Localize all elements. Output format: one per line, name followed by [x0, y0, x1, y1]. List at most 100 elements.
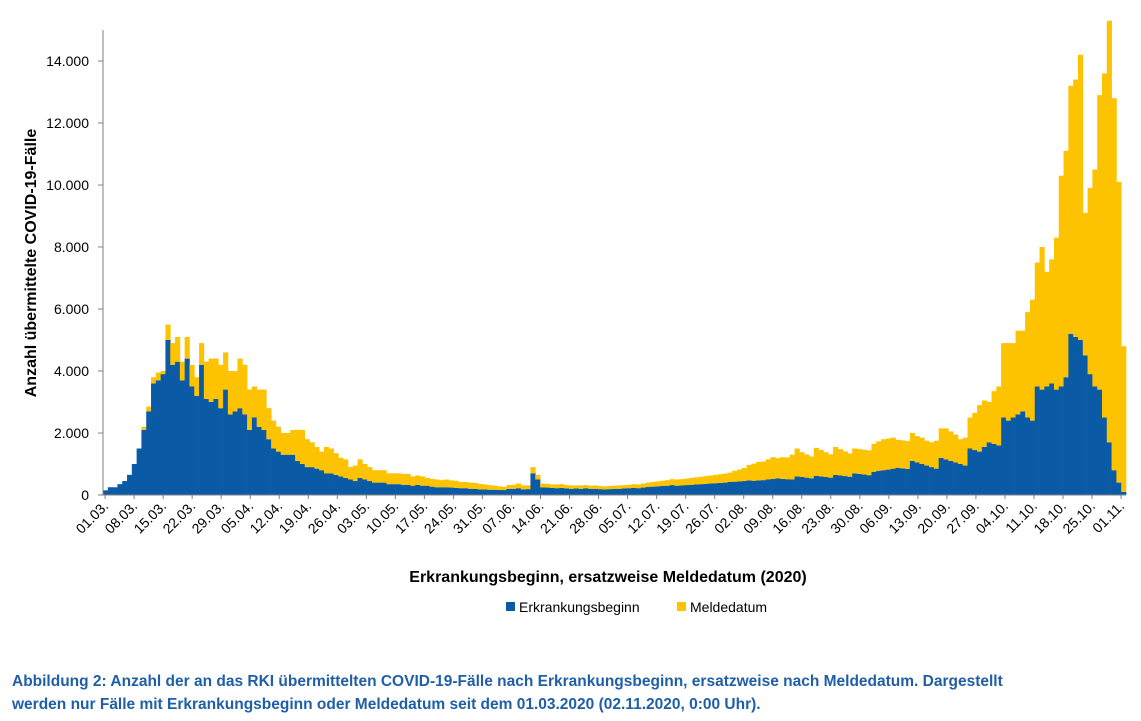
bar-erkrankungsbeginn	[760, 480, 767, 495]
bar-erkrankungsbeginn	[203, 398, 210, 495]
bar-meldedatum	[1092, 169, 1098, 387]
bar-erkrankungsbeginn	[679, 485, 685, 495]
bar-meldedatum	[645, 482, 651, 487]
bar-meldedatum	[1082, 212, 1088, 356]
bar-meldedatum	[919, 437, 925, 464]
bar-erkrankungsbeginn	[861, 474, 867, 495]
bar-erkrankungsbeginn	[1029, 420, 1036, 495]
bar-erkrankungsbeginn	[847, 476, 853, 495]
bar-erkrankungsbeginn	[924, 465, 930, 495]
bar-meldedatum	[352, 465, 358, 482]
x-tick-label: 18.10.	[1030, 498, 1069, 537]
legend-swatch-erkrankungsbeginn	[506, 602, 515, 611]
bar-erkrankungsbeginn	[736, 481, 743, 495]
bar-erkrankungsbeginn	[367, 481, 373, 495]
bar-meldedatum	[890, 437, 896, 469]
bar-meldedatum	[540, 483, 546, 488]
bar-erkrankungsbeginn	[943, 459, 949, 495]
bar-erkrankungsbeginn	[813, 475, 819, 495]
bar-meldedatum	[525, 485, 531, 490]
bar-erkrankungsbeginn	[290, 454, 296, 495]
bar-erkrankungsbeginn	[434, 487, 440, 495]
bar-meldedatum	[688, 477, 695, 485]
bar-meldedatum	[511, 484, 517, 489]
bar-erkrankungsbeginn	[837, 475, 843, 495]
bar-erkrankungsbeginn	[1097, 389, 1103, 495]
bar-meldedatum	[256, 389, 262, 427]
bar-meldedatum	[381, 470, 387, 483]
y-tick-label: 2.000	[54, 425, 89, 441]
bar-erkrankungsbeginn	[117, 484, 123, 495]
bar-erkrankungsbeginn	[717, 482, 723, 495]
bar-erkrankungsbeginn	[602, 489, 608, 495]
bar-meldedatum	[1001, 343, 1007, 418]
bar-erkrankungsbeginn	[688, 484, 695, 495]
bar-meldedatum	[520, 485, 526, 490]
bar-meldedatum	[1005, 343, 1012, 421]
bar-meldedatum	[929, 442, 935, 468]
x-tick-label: 08.03.	[101, 498, 140, 537]
bar-erkrankungsbeginn	[809, 478, 815, 495]
bar-meldedatum	[141, 426, 147, 430]
bar-erkrankungsbeginn	[977, 451, 983, 495]
bar-erkrankungsbeginn	[554, 488, 560, 495]
bar-erkrankungsbeginn	[607, 489, 613, 495]
bar-meldedatum	[1020, 330, 1026, 412]
bar-meldedatum	[655, 481, 661, 487]
bar-meldedatum	[780, 457, 786, 479]
bar-erkrankungsbeginn	[775, 478, 781, 495]
bar-erkrankungsbeginn	[1034, 386, 1040, 495]
x-tick-label: 09.08.	[740, 498, 779, 537]
bar-erkrankungsbeginn	[549, 487, 555, 495]
bar-meldedatum	[957, 439, 964, 464]
bar-meldedatum	[386, 473, 392, 485]
bar-meldedatum	[953, 434, 959, 463]
bar-meldedatum	[544, 483, 551, 488]
y-ticks-group: 0 2.000 4.000 6.000 8.000 10.000 12.000 14.000	[46, 53, 103, 503]
bar-meldedatum	[1106, 20, 1112, 443]
bar-erkrankungsbeginn	[151, 383, 157, 495]
bar-meldedatum	[347, 467, 354, 480]
bar-erkrankungsbeginn	[492, 489, 498, 495]
bar-meldedatum	[1044, 271, 1050, 387]
bar-erkrankungsbeginn	[1044, 386, 1050, 495]
x-tick-label: 23.08.	[798, 498, 837, 537]
bar-meldedatum	[842, 451, 848, 477]
bar-meldedatum	[501, 486, 507, 491]
bar-meldedatum	[679, 479, 685, 486]
bar-erkrankungsbeginn	[347, 479, 354, 495]
bar-erkrankungsbeginn	[765, 479, 771, 495]
bar-erkrankungsbeginn	[895, 467, 901, 495]
x-tick-label: 26.04.	[305, 498, 344, 537]
bar-meldedatum	[905, 441, 911, 469]
bar-erkrankungsbeginn	[828, 477, 834, 495]
bar-meldedatum	[468, 482, 474, 489]
bar-meldedatum	[295, 429, 301, 461]
bar-meldedatum	[684, 478, 690, 486]
bar-meldedatum	[564, 485, 570, 489]
bar-erkrankungsbeginn	[1063, 377, 1069, 495]
bar-meldedatum	[837, 449, 843, 476]
caption-line-2: werden nur Fälle mit Erkrankungsbeginn o…	[12, 696, 761, 713]
bar-erkrankungsbeginn	[328, 473, 334, 495]
bar-erkrankungsbeginn	[573, 488, 579, 495]
bar-meldedatum	[266, 408, 272, 440]
bar-meldedatum	[242, 364, 248, 415]
bar-erkrankungsbeginn	[247, 429, 253, 495]
bar-meldedatum	[789, 454, 795, 480]
bar-erkrankungsbeginn	[1106, 442, 1112, 495]
x-tick-label: 14.06.	[508, 498, 547, 537]
y-tick-label: 12.000	[46, 115, 89, 131]
bar-erkrankungsbeginn	[962, 465, 968, 495]
bar-erkrankungsbeginn	[1020, 411, 1026, 495]
bar-meldedatum	[895, 439, 901, 468]
bar-erkrankungsbeginn	[208, 402, 214, 495]
bar-meldedatum	[1034, 262, 1040, 387]
bar-erkrankungsbeginn	[165, 340, 171, 495]
bar-meldedatum	[900, 440, 906, 469]
bar-meldedatum	[833, 446, 839, 475]
bar-erkrankungsbeginn	[448, 487, 454, 495]
bar-meldedatum	[251, 386, 258, 418]
bar-erkrankungsbeginn	[981, 446, 988, 495]
bar-meldedatum	[597, 486, 603, 490]
